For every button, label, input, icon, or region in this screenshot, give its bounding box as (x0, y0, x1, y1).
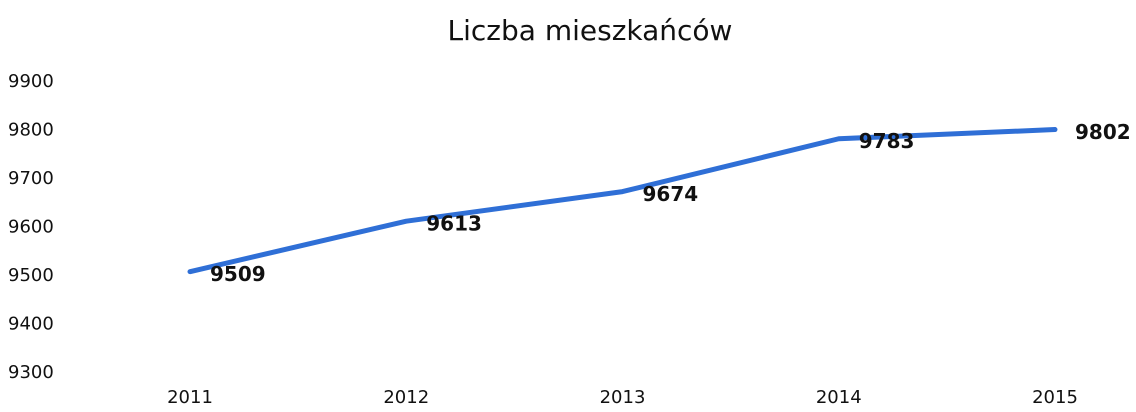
chart-title: Liczba mieszkańców (448, 14, 733, 47)
x-tick-label: 2013 (600, 387, 646, 408)
x-tick-label: 2015 (1032, 387, 1078, 408)
data-label: 9802 (1075, 120, 1131, 144)
y-tick-label: 9900 (8, 71, 54, 92)
data-label: 9783 (859, 129, 915, 153)
data-line (187, 127, 1058, 275)
y-tick-label: 9700 (8, 168, 54, 189)
y-tick-label: 9400 (8, 314, 54, 335)
y-tick-label: 9300 (8, 362, 54, 383)
data-label: 9509 (210, 262, 266, 286)
y-tick-label: 9500 (8, 265, 54, 286)
y-tick-label: 9800 (8, 120, 54, 141)
y-tick-label: 9600 (8, 217, 54, 238)
data-label: 9674 (643, 182, 699, 206)
x-tick-label: 2014 (816, 387, 862, 408)
x-tick-label: 2012 (383, 387, 429, 408)
data-label: 9613 (426, 212, 482, 236)
x-tick-label: 2011 (167, 387, 213, 408)
